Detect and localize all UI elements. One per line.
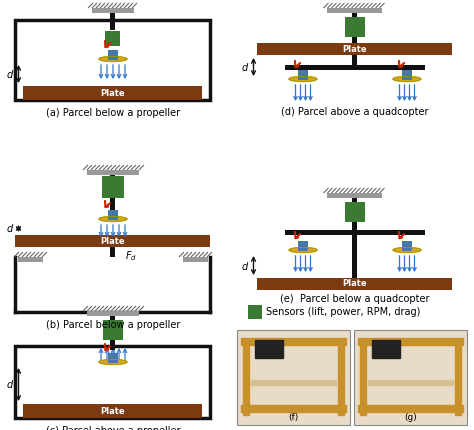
Bar [354, 330, 467, 425]
Bar [243, 340, 249, 415]
Bar [402, 241, 412, 251]
Bar [338, 340, 344, 415]
Ellipse shape [99, 359, 127, 365]
Bar [16, 346, 210, 418]
Bar [360, 340, 366, 415]
Bar [328, 8, 383, 13]
Bar [248, 305, 262, 319]
Bar [455, 340, 461, 415]
Bar [16, 20, 210, 100]
Bar [24, 404, 202, 418]
Bar [102, 176, 124, 198]
Text: Plate: Plate [100, 237, 125, 246]
Text: Plate: Plate [343, 280, 367, 289]
Bar [353, 234, 357, 278]
Bar [251, 380, 336, 385]
Bar [285, 230, 425, 234]
Bar [345, 202, 365, 222]
Text: (f): (f) [288, 413, 299, 422]
Text: Plate: Plate [343, 44, 367, 53]
Text: (e)  Parcel below a quadcopter: (e) Parcel below a quadcopter [280, 294, 430, 304]
Bar [402, 70, 412, 80]
Bar [353, 222, 357, 232]
Text: (a) Parcel below a propeller: (a) Parcel below a propeller [46, 108, 180, 118]
Bar [241, 405, 346, 412]
Bar [18, 257, 43, 262]
Ellipse shape [99, 216, 127, 221]
Bar [257, 43, 453, 55]
Bar [353, 55, 357, 65]
Text: Plate: Plate [100, 89, 125, 98]
Text: (g): (g) [404, 413, 417, 422]
Bar [110, 198, 116, 210]
Bar [285, 64, 425, 70]
Text: Sensors (lift, power, RPM, drag): Sensors (lift, power, RPM, drag) [266, 307, 420, 317]
Bar [108, 353, 118, 363]
Bar [241, 338, 346, 345]
Bar [110, 316, 116, 320]
Bar [358, 338, 463, 345]
Bar [110, 175, 116, 176]
Bar [368, 380, 453, 385]
Bar [372, 340, 400, 358]
Text: $d$: $d$ [6, 222, 15, 234]
Ellipse shape [289, 248, 317, 252]
Text: $d$: $d$ [241, 259, 249, 271]
Bar [255, 340, 283, 358]
Text: (c) Parcel above a propeller: (c) Parcel above a propeller [46, 426, 180, 430]
Bar [92, 8, 134, 13]
Bar [257, 278, 453, 290]
Text: $d$: $d$ [6, 68, 15, 80]
Bar [106, 31, 120, 46]
Text: (d) Parcel above a quadcopter: (d) Parcel above a quadcopter [281, 107, 429, 117]
Bar [110, 247, 116, 257]
Bar [108, 210, 118, 220]
Bar [298, 70, 308, 80]
Bar [353, 13, 357, 17]
Ellipse shape [99, 56, 127, 61]
Bar [103, 320, 123, 340]
Bar [16, 235, 210, 247]
Bar [110, 340, 116, 350]
Bar [87, 311, 139, 316]
Bar [353, 37, 357, 43]
Text: Plate: Plate [100, 406, 125, 415]
Bar [24, 86, 202, 100]
Bar [110, 13, 116, 30]
Ellipse shape [393, 248, 421, 252]
Text: $d$: $d$ [241, 61, 249, 73]
Text: $F_d$: $F_d$ [125, 249, 137, 263]
Bar [108, 50, 118, 60]
Bar [183, 257, 208, 262]
Bar [87, 170, 139, 175]
Bar [358, 405, 463, 412]
Ellipse shape [393, 77, 421, 82]
Text: $d$: $d$ [6, 378, 15, 390]
Ellipse shape [289, 77, 317, 82]
Bar [328, 193, 383, 198]
Bar [237, 330, 350, 425]
Bar [353, 198, 357, 202]
Bar [298, 241, 308, 251]
Bar [345, 17, 365, 37]
Text: (b) Parcel below a propeller: (b) Parcel below a propeller [46, 320, 180, 330]
